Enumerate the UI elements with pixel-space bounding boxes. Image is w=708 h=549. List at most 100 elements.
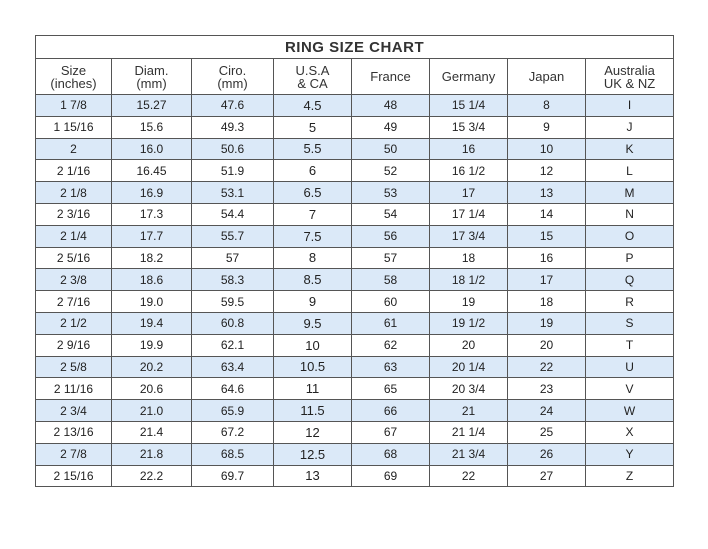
cell-circumference-mm: 69.7: [191, 464, 274, 488]
cell-usa-ca: 9: [273, 290, 352, 313]
cell-size-inches: 2: [35, 137, 112, 161]
header-line: Diam.: [134, 62, 169, 78]
cell-france: 62: [351, 333, 430, 357]
cell-usa-ca: 12.5: [273, 442, 352, 466]
cell-size-inches: 2 11/16: [35, 377, 112, 401]
cell-diameter-mm: 17.7: [111, 224, 192, 248]
cell-france: 69: [351, 464, 430, 488]
cell-germany: 21 1/4: [429, 420, 508, 444]
column-header-size-inches: Size (inches): [35, 58, 112, 95]
header-row: Size (inches) Diam. (mm) Ciro. (mm) U.S.A & CA F…: [35, 58, 675, 95]
cell-circumference-mm: 47.6: [191, 94, 274, 117]
cell-circumference-mm: 62.1: [191, 333, 274, 357]
cell-circumference-mm: 57: [191, 246, 274, 270]
cell-germany: 22: [429, 464, 508, 488]
table-row: 2 9/16 19.9 62.1 10 62 20 20 T: [35, 333, 675, 357]
cell-circumference-mm: 53.1: [191, 181, 274, 204]
column-header-australia-uk-nz: Australia UK & NZ: [584, 58, 675, 95]
cell-diameter-mm: 18.2: [111, 246, 192, 270]
cell-japan: 23: [507, 377, 586, 401]
cell-size-inches: 2 3/16: [35, 202, 112, 226]
table-row: 2 1/2 19.4 60.8 9.5 61 19 1/2 19 S: [35, 311, 675, 335]
column-header-diameter-mm: Diam. (mm): [111, 58, 192, 95]
cell-circumference-mm: 63.4: [191, 355, 274, 379]
cell-diameter-mm: 20.2: [111, 355, 192, 379]
table-row: 2 1/8 16.9 53.1 6.5 53 17 13 M: [35, 181, 675, 204]
header-line: (mm): [136, 75, 167, 91]
cell-size-inches: 2 13/16: [35, 420, 112, 444]
table-row: 1 7/8 15.27 47.6 4.5 48 15 1/4 8 I: [35, 94, 675, 117]
cell-diameter-mm: 20.6: [111, 377, 192, 401]
cell-germany: 21 3/4: [429, 442, 508, 466]
cell-usa-ca: 8: [273, 246, 352, 270]
cell-diameter-mm: 21.0: [111, 399, 192, 422]
header-line: Size: [60, 62, 87, 78]
table-row: 2 7/8 21.8 68.5 12.5 68 21 3/4 26 Y: [35, 442, 675, 466]
cell-diameter-mm: 19.9: [111, 333, 192, 357]
cell-germany: 19 1/2: [429, 311, 508, 335]
cell-japan: 9: [507, 115, 586, 139]
table-row: 2 13/16 21.4 67.2 12 67 21 1/4 25 X: [35, 420, 675, 444]
cell-australia-uk-nz: K: [584, 137, 675, 161]
cell-size-inches: 2 7/16: [35, 290, 112, 313]
cell-france: 65: [351, 377, 430, 401]
cell-circumference-mm: 58.3: [191, 268, 274, 292]
cell-japan: 27: [507, 464, 586, 488]
cell-diameter-mm: 15.6: [111, 115, 192, 139]
cell-australia-uk-nz: N: [584, 202, 675, 226]
cell-size-inches: 2 1/8: [35, 181, 112, 204]
cell-size-inches: 2 9/16: [35, 333, 112, 357]
cell-usa-ca: 9.5: [273, 311, 352, 335]
cell-france: 53: [351, 181, 430, 204]
table-row: 2 5/8 20.2 63.4 10.5 63 20 1/4 22 U: [35, 355, 675, 379]
cell-usa-ca: 10.5: [273, 355, 352, 379]
cell-france: 67: [351, 420, 430, 444]
cell-germany: 16: [429, 137, 508, 161]
cell-size-inches: 1 7/8: [35, 94, 112, 117]
cell-japan: 8: [507, 94, 586, 117]
cell-australia-uk-nz: M: [584, 181, 675, 204]
cell-diameter-mm: 17.3: [111, 202, 192, 226]
cell-japan: 12: [507, 159, 586, 183]
cell-usa-ca: 6: [273, 159, 352, 183]
cell-size-inches: 2 15/16: [35, 464, 112, 488]
cell-germany: 15 3/4: [429, 115, 508, 139]
cell-usa-ca: 13: [273, 464, 352, 488]
header-line: UK & NZ: [603, 75, 656, 91]
header-line: Ciro.: [218, 62, 247, 78]
cell-diameter-mm: 16.9: [111, 181, 192, 204]
cell-circumference-mm: 65.9: [191, 399, 274, 422]
cell-japan: 15: [507, 224, 586, 248]
cell-circumference-mm: 54.4: [191, 202, 274, 226]
cell-australia-uk-nz: X: [584, 420, 675, 444]
cell-france: 61: [351, 311, 430, 335]
table-row: 2 11/16 20.6 64.6 11 65 20 3/4 23 V: [35, 377, 675, 401]
cell-france: 68: [351, 442, 430, 466]
cell-size-inches: 2 1/16: [35, 159, 112, 183]
cell-usa-ca: 12: [273, 420, 352, 444]
cell-australia-uk-nz: J: [584, 115, 675, 139]
table-row: 1 15/16 15.6 49.3 5 49 15 3/4 9 J: [35, 115, 675, 139]
cell-germany: 20: [429, 333, 508, 357]
cell-circumference-mm: 55.7: [191, 224, 274, 248]
cell-size-inches: 2 7/8: [35, 442, 112, 466]
cell-usa-ca: 7.5: [273, 224, 352, 248]
cell-circumference-mm: 68.5: [191, 442, 274, 466]
cell-size-inches: 2 1/2: [35, 311, 112, 335]
cell-diameter-mm: 16.0: [111, 137, 192, 161]
cell-japan: 26: [507, 442, 586, 466]
header-line: (inches): [50, 75, 97, 91]
cell-germany: 16 1/2: [429, 159, 508, 183]
cell-germany: 17 1/4: [429, 202, 508, 226]
cell-japan: 10: [507, 137, 586, 161]
cell-france: 66: [351, 399, 430, 422]
cell-japan: 19: [507, 311, 586, 335]
table-row: 2 3/16 17.3 54.4 7 54 17 1/4 14 N: [35, 202, 675, 226]
cell-germany: 19: [429, 290, 508, 313]
cell-australia-uk-nz: Y: [584, 442, 675, 466]
cell-usa-ca: 4.5: [273, 94, 352, 117]
cell-australia-uk-nz: U: [584, 355, 675, 379]
cell-circumference-mm: 64.6: [191, 377, 274, 401]
cell-australia-uk-nz: Q: [584, 268, 675, 292]
cell-france: 52: [351, 159, 430, 183]
